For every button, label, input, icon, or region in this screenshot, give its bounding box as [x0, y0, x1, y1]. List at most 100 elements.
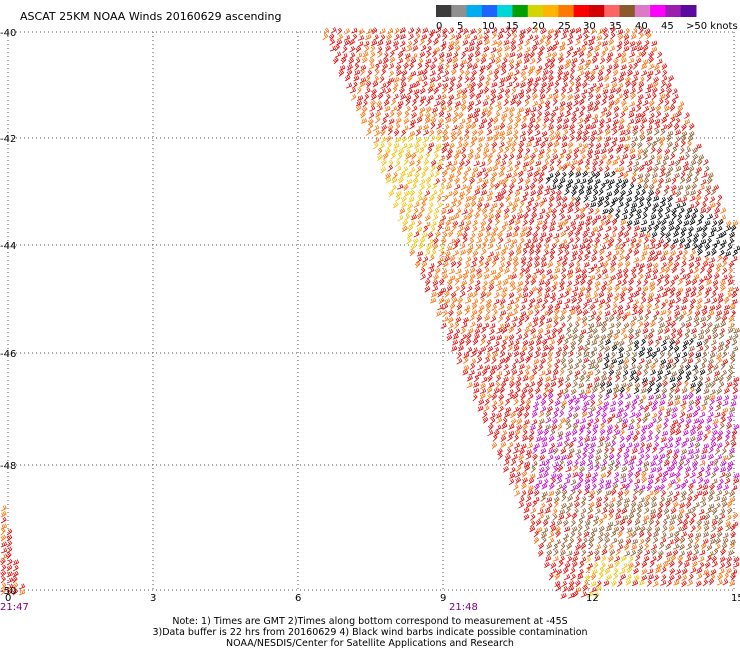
wind-barb — [624, 304, 631, 311]
wind-barb — [558, 555, 565, 562]
wind-barb — [427, 94, 434, 101]
wind-barb — [663, 214, 670, 220]
wind-barb — [631, 357, 637, 365]
wind-barb — [535, 436, 542, 442]
wind-barb — [722, 407, 729, 414]
wind-barb — [595, 142, 602, 150]
wind-barb — [589, 201, 597, 208]
wind-barb — [539, 454, 546, 461]
wind-barb — [345, 82, 353, 89]
wind-barb — [481, 182, 487, 190]
wind-barb — [662, 374, 668, 382]
wind-barb — [529, 424, 536, 431]
wind-barb — [604, 303, 611, 310]
wind-barb — [415, 27, 421, 35]
wind-barb — [535, 136, 542, 143]
wind-barb — [497, 33, 504, 40]
wind-barb — [570, 220, 577, 227]
wind-barb — [590, 123, 597, 130]
wind-barb — [442, 135, 449, 143]
legend-swatch — [588, 5, 605, 17]
wind-barb — [661, 525, 668, 533]
wind-barb — [550, 562, 557, 569]
wind-barb — [604, 441, 611, 448]
wind-barb — [680, 226, 687, 234]
wind-barb — [566, 333, 572, 340]
wind-barb — [466, 248, 472, 256]
wind-barb — [529, 473, 536, 480]
wind-barb — [507, 441, 514, 449]
wind-barb — [510, 418, 517, 426]
wind-barb — [430, 220, 437, 228]
wind-barb — [460, 104, 467, 112]
wind-barb — [513, 82, 520, 89]
wind-barb — [540, 232, 547, 238]
wind-barb — [672, 495, 678, 503]
wind-barb — [432, 279, 439, 287]
wind-barb — [577, 123, 584, 131]
wind-barb — [617, 201, 624, 208]
wind-barb — [663, 105, 670, 112]
wind-barb — [445, 160, 452, 167]
wind-barb — [436, 122, 442, 130]
wind-barb — [540, 304, 546, 312]
wind-barb — [594, 214, 602, 221]
wind-barb — [428, 172, 435, 179]
wind-barb — [572, 555, 578, 562]
wind-barb — [654, 293, 661, 300]
wind-barb — [699, 207, 707, 214]
wind-barb — [630, 92, 636, 100]
wind-barb — [661, 430, 669, 437]
wind-barb — [620, 242, 626, 250]
wind-barb — [432, 214, 439, 221]
wind-barb — [653, 485, 660, 492]
wind-barb — [552, 106, 559, 112]
wind-barb — [698, 561, 705, 570]
wind-barb — [651, 40, 658, 47]
wind-barb — [685, 363, 691, 371]
wind-barb — [717, 292, 724, 299]
wind-barb — [516, 418, 523, 425]
wind-barb — [698, 375, 704, 383]
wind-barb — [574, 87, 580, 95]
wind-barb — [500, 188, 507, 196]
wind-barb — [377, 147, 383, 156]
wind-barb — [471, 129, 478, 137]
wind-barb — [598, 572, 604, 580]
wind-barb — [684, 213, 691, 220]
wind-barb — [496, 46, 503, 54]
wind-barb — [511, 238, 518, 245]
wind-barb — [574, 398, 580, 406]
wind-barb — [586, 153, 593, 161]
wind-barb — [697, 345, 704, 352]
wind-barb — [323, 27, 329, 35]
wind-barb — [699, 411, 706, 418]
wind-barb — [493, 346, 500, 353]
wind-barb — [584, 70, 591, 78]
wind-barb — [659, 483, 665, 492]
wind-barb — [619, 435, 625, 443]
wind-barb — [485, 76, 491, 84]
wind-barb — [623, 358, 630, 365]
wind-barb — [732, 249, 738, 257]
wind-barb — [564, 574, 571, 581]
wind-barb — [538, 38, 544, 46]
wind-barb — [559, 45, 566, 52]
wind-barb — [533, 489, 540, 497]
wind-barb — [615, 52, 622, 59]
wind-barb — [584, 339, 591, 347]
wind-barb — [631, 136, 638, 143]
wind-barb — [464, 33, 471, 40]
wind-barb — [498, 202, 504, 210]
wind-barb — [625, 346, 633, 353]
wind-barb — [599, 220, 605, 227]
wind-barb — [606, 416, 613, 424]
wind-barb — [579, 459, 586, 467]
wind-barb — [638, 164, 645, 172]
wind-barb — [0, 511, 7, 518]
wind-barb — [648, 220, 655, 227]
wind-barb — [532, 202, 539, 209]
wind-barb — [497, 93, 503, 101]
wind-barb — [579, 243, 586, 251]
wind-barb — [463, 352, 470, 359]
